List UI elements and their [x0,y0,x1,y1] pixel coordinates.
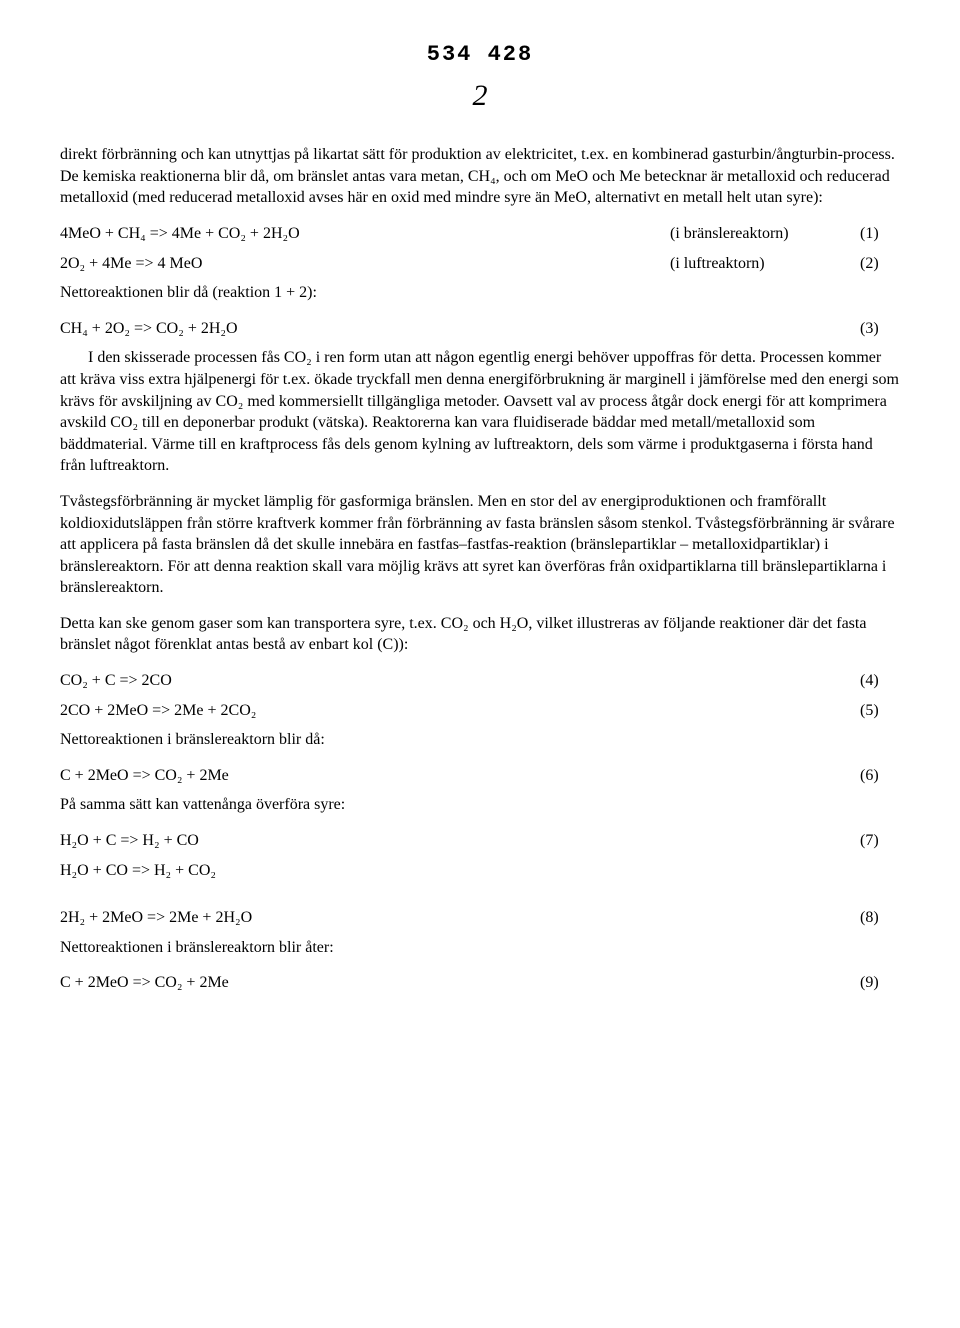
equation-7: H₂O + C => H₂ + CO (7) [60,830,900,852]
eq4-lhs: CO₂ + C => 2CO [60,670,670,692]
spacer [60,889,900,899]
eq1-mid: (i bränslereaktorn) [670,223,860,245]
page-number: 2 [60,76,900,117]
equation-7b: H₂O + CO => H₂ + CO₂ [60,860,900,882]
eq7b-lhs: H₂O + CO => H₂ + CO₂ [60,860,670,882]
eq1-lhs: 4MeO + CH₄ => 4Me + CO₂ + 2H₂O [60,223,670,245]
equation-3: CH₄ + 2O₂ => CO₂ + 2H₂O (3) [60,318,900,340]
equation-1: 4MeO + CH₄ => 4Me + CO₂ + 2H₂O (i bränsl… [60,223,900,245]
paragraph-6: Nettoreaktionen i bränslereaktorn blir d… [60,729,900,751]
doc-number: 534 428 [60,40,900,70]
paragraph-7: På samma sätt kan vattenånga överföra sy… [60,794,900,816]
eq3-lhs: CH₄ + 2O₂ => CO₂ + 2H₂O [60,318,670,340]
eq4-num: (4) [860,670,900,692]
eq2-lhs: 2O₂ + 4Me => 4 MeO [60,253,670,275]
eq5-num: (5) [860,700,900,722]
paragraph-3: I den skisserade processen fås CO₂ i ren… [60,347,900,477]
equation-5: 2CO + 2MeO => 2Me + 2CO₂ (5) [60,700,900,722]
equation-2: 2O₂ + 4Me => 4 MeO (i luftreaktorn) (2) [60,253,900,275]
eq8-lhs: 2H₂ + 2MeO => 2Me + 2H₂O [60,907,670,929]
equation-8: 2H₂ + 2MeO => 2Me + 2H₂O (8) [60,907,900,929]
paragraph-5: Detta kan ske genom gaser som kan transp… [60,613,900,656]
equation-9: C + 2MeO => CO₂ + 2Me (9) [60,972,900,994]
eq6-num: (6) [860,765,900,787]
paragraph-1: direkt förbränning och kan utnyttjas på … [60,144,900,209]
paragraph-8: Nettoreaktionen i bränslereaktorn blir å… [60,937,900,959]
eq2-mid: (i luftreaktorn) [670,253,860,275]
equation-4: CO₂ + C => 2CO (4) [60,670,900,692]
eq7-num: (7) [860,830,900,852]
eq7-lhs: H₂O + C => H₂ + CO [60,830,670,852]
eq2-num: (2) [860,253,900,275]
eq8-num: (8) [860,907,900,929]
paragraph-4: Tvåstegsförbränning är mycket lämplig fö… [60,491,900,599]
eq3-num: (3) [860,318,900,340]
eq1-num: (1) [860,223,900,245]
eq5-lhs: 2CO + 2MeO => 2Me + 2CO₂ [60,700,670,722]
eq9-num: (9) [860,972,900,994]
paragraph-2: Nettoreaktionen blir då (reaktion 1 + 2)… [60,282,900,304]
eq9-lhs: C + 2MeO => CO₂ + 2Me [60,972,670,994]
equation-6: C + 2MeO => CO₂ + 2Me (6) [60,765,900,787]
eq6-lhs: C + 2MeO => CO₂ + 2Me [60,765,670,787]
